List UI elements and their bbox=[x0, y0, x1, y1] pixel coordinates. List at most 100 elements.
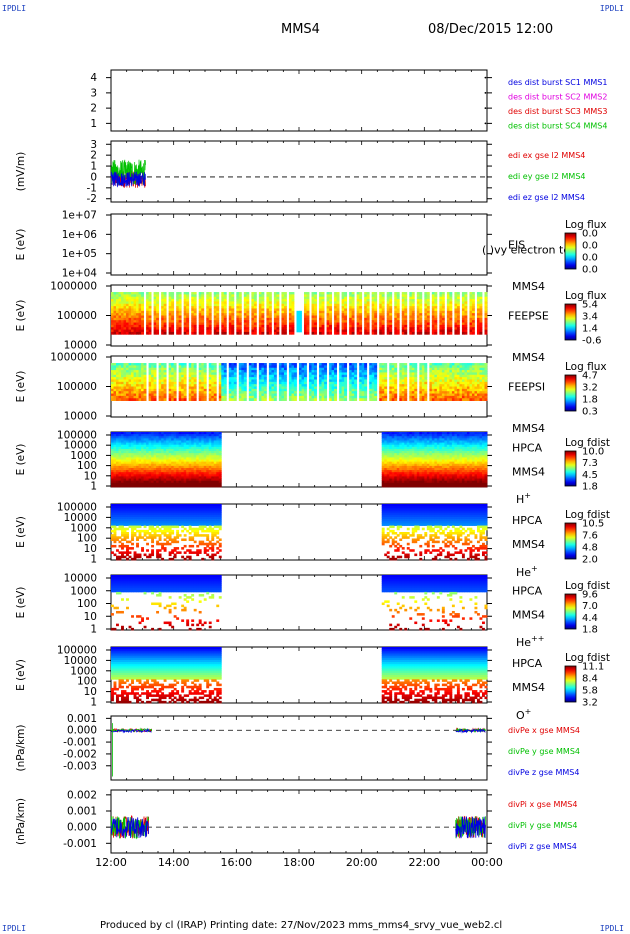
spectrogram-cell bbox=[409, 384, 413, 387]
spectrogram-cell bbox=[146, 480, 149, 484]
spectrogram-cell bbox=[146, 292, 149, 295]
spectrogram-cell bbox=[291, 367, 295, 371]
spectrogram-cell bbox=[136, 329, 139, 333]
spectrogram-cell bbox=[351, 320, 355, 323]
spectrogram-cell bbox=[116, 476, 119, 479]
spectrogram-cell bbox=[399, 363, 403, 366]
spectrogram-cell bbox=[258, 367, 262, 371]
spectrogram-cell bbox=[123, 324, 127, 328]
spectrogram-cell bbox=[136, 465, 139, 469]
spectrogram-cell bbox=[344, 377, 348, 380]
spectrogram-cell bbox=[374, 381, 378, 385]
spectrogram-cell bbox=[409, 391, 413, 394]
spectrogram-cell bbox=[148, 451, 152, 454]
spectrogram-cell bbox=[306, 317, 310, 321]
spectrogram-cell bbox=[236, 299, 240, 302]
spectrogram-cell bbox=[253, 381, 257, 385]
spectrogram-cell bbox=[419, 306, 423, 309]
spectrogram-cell bbox=[411, 301, 415, 305]
spectrogram-cell bbox=[351, 322, 355, 326]
spectrogram-cell bbox=[161, 453, 165, 456]
spectrogram-cell bbox=[111, 455, 114, 458]
spectrogram-cell bbox=[288, 331, 292, 335]
spectrogram-cell bbox=[464, 381, 468, 385]
spectrogram-cell bbox=[233, 372, 237, 376]
spectrogram-cell bbox=[314, 322, 317, 326]
spectrogram-cell bbox=[381, 327, 385, 330]
spectrogram-cell bbox=[141, 294, 144, 298]
spectrogram-cell bbox=[203, 391, 207, 394]
spectrogram-cell bbox=[359, 294, 363, 298]
spectrogram-cell bbox=[299, 398, 302, 401]
spectrogram-cell bbox=[396, 313, 400, 316]
spectrogram-cell bbox=[266, 331, 270, 335]
spectrogram-cell bbox=[246, 322, 250, 326]
spectrogram-cell bbox=[321, 386, 325, 390]
spectrogram-cell bbox=[156, 463, 160, 467]
spectrogram-cell bbox=[161, 444, 165, 448]
spectrogram-cell bbox=[166, 478, 170, 482]
spectrogram-cell bbox=[123, 482, 127, 486]
spectrogram-cell bbox=[484, 308, 488, 312]
spectrogram-cell bbox=[268, 324, 272, 328]
spectrogram-cell bbox=[113, 436, 117, 439]
spectrogram-cell bbox=[173, 444, 177, 448]
spectrogram-cell bbox=[251, 391, 255, 394]
spectrogram-cell bbox=[238, 370, 242, 373]
spectrogram-cell bbox=[156, 294, 160, 298]
spectrogram-cell bbox=[444, 372, 448, 376]
spectrogram-cell bbox=[161, 398, 165, 401]
spectrogram-cell bbox=[258, 322, 262, 326]
spectrogram-cell bbox=[471, 294, 475, 298]
spectrogram-cell bbox=[161, 484, 165, 488]
spectrogram-cell bbox=[379, 299, 383, 302]
spectrogram-cell bbox=[371, 395, 375, 399]
spectrogram-cell bbox=[163, 455, 167, 458]
spectrogram-cell bbox=[168, 363, 172, 366]
spectrogram-cell bbox=[201, 313, 205, 316]
spectrogram-cell bbox=[456, 324, 460, 328]
spectrogram-cell bbox=[341, 322, 345, 326]
spectrogram-cell bbox=[464, 299, 468, 302]
spectrogram-cell bbox=[319, 308, 322, 312]
spectrogram-cell bbox=[394, 393, 398, 397]
spectrogram-cell bbox=[446, 372, 450, 376]
spectrogram-cell bbox=[116, 384, 119, 387]
spectrogram-cell bbox=[171, 442, 175, 446]
spectrogram-cell bbox=[359, 365, 363, 369]
spectrogram-cell bbox=[404, 317, 408, 321]
spectrogram-cell bbox=[238, 379, 242, 383]
spectrogram-cell bbox=[206, 327, 210, 330]
spectrogram-cell bbox=[461, 377, 465, 380]
spectrogram-cell bbox=[113, 377, 117, 380]
spectrogram-cell bbox=[411, 315, 415, 319]
spectrogram-cell bbox=[283, 296, 287, 300]
spectrogram-cell bbox=[469, 365, 473, 369]
spectrogram-cell bbox=[349, 370, 353, 373]
spectrogram-cell bbox=[168, 457, 172, 460]
spectrogram-cell bbox=[439, 292, 443, 295]
spectrogram-cell bbox=[206, 313, 210, 316]
spectrogram-cell bbox=[231, 379, 235, 383]
spectrogram-cell bbox=[476, 320, 480, 323]
spectrogram-cell bbox=[191, 292, 195, 295]
spectrogram-cell bbox=[221, 313, 225, 316]
spectrogram-cell bbox=[446, 324, 450, 328]
spectrogram-cell bbox=[439, 308, 443, 312]
spectrogram-cell bbox=[171, 310, 175, 314]
spectrogram-cell bbox=[291, 296, 295, 300]
spectrogram-cell bbox=[366, 303, 370, 307]
spectrogram-cell bbox=[416, 292, 420, 295]
spectrogram-cell bbox=[153, 303, 157, 307]
spectrogram-cell bbox=[484, 327, 488, 330]
spectrogram-cell bbox=[326, 299, 330, 302]
spectrogram-cell bbox=[339, 386, 343, 390]
spectrogram-cell bbox=[481, 395, 485, 399]
spectrogram-cell bbox=[148, 384, 152, 387]
spectrogram-cell bbox=[121, 379, 124, 383]
spectrogram-cell bbox=[304, 367, 307, 371]
spectrogram-cell bbox=[153, 296, 157, 300]
spectrogram-cell bbox=[131, 322, 134, 326]
spectrogram-cell bbox=[394, 324, 398, 328]
spectrogram-cell bbox=[281, 322, 285, 326]
